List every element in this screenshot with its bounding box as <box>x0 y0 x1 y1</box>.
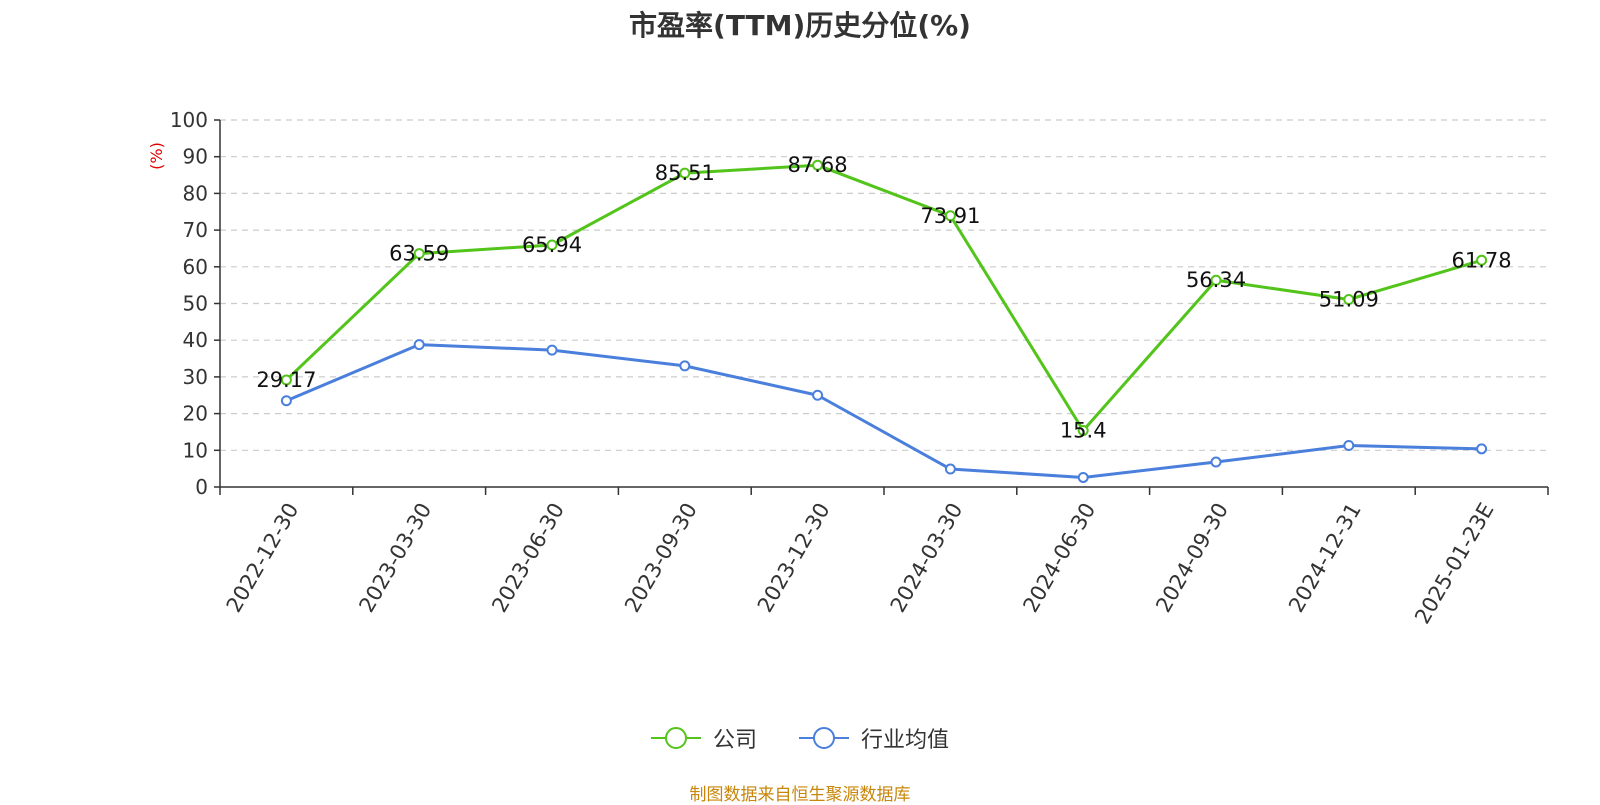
data-point <box>546 344 558 356</box>
legend-item[interactable]: 公司 <box>650 722 757 754</box>
data-point <box>280 395 292 407</box>
y-tick-label: 10 <box>183 438 208 462</box>
data-label: 61.78 <box>1452 248 1512 272</box>
data-label: 73.91 <box>920 204 980 228</box>
data-point <box>944 210 956 222</box>
y-tick-label: 80 <box>183 181 208 205</box>
series-line <box>285 163 1483 432</box>
data-label: 87.68 <box>788 153 848 177</box>
chart-title: 市盈率(TTM)历史分位(%) <box>629 9 971 42</box>
y-tick-label: 20 <box>183 402 208 426</box>
y-tick-label: 50 <box>183 292 208 316</box>
y-tick-label: 0 <box>195 475 208 499</box>
data-point <box>1343 440 1355 452</box>
y-tick-label: 60 <box>183 255 208 279</box>
data-label: 63.59 <box>389 242 449 266</box>
data-point <box>280 374 292 386</box>
x-tick-label: 2024-03-30 <box>886 499 968 617</box>
legend-marker-icon <box>650 727 701 749</box>
data-point <box>679 360 691 372</box>
data-point <box>812 389 824 401</box>
x-tick-label: 2024-12-31 <box>1284 499 1366 617</box>
data-label: 56.34 <box>1186 268 1246 292</box>
data-point <box>1210 274 1222 286</box>
series-lines <box>280 159 1488 483</box>
x-tick-label: 2025-01-23E <box>1410 499 1498 628</box>
data-point <box>1476 443 1488 455</box>
y-tick-label: 100 <box>170 108 208 132</box>
data-label: 15.4 <box>1060 418 1107 442</box>
data-label: 85.51 <box>655 161 715 185</box>
data-point <box>1077 471 1089 483</box>
legend-circle <box>664 727 687 749</box>
data-label: 29.17 <box>256 368 316 392</box>
data-label: 65.94 <box>522 233 582 257</box>
legend-marker-icon <box>799 727 849 749</box>
legend: 公司 行业均值 <box>0 722 1600 754</box>
x-tick-label: 2023-09-30 <box>620 499 702 617</box>
series-line <box>285 343 1482 479</box>
y-tick-label: 90 <box>183 145 208 169</box>
data-label: 51.09 <box>1319 287 1379 311</box>
data-labels: 29.17 63.59 65.94 85.51 87.68 73.91 15.4 56.34 5… <box>256 153 1511 442</box>
x-tick-label: 2024-09-30 <box>1151 499 1233 617</box>
y-tick-label: 40 <box>183 328 208 352</box>
axes: 0 10 20 30 40 50 60 70 80 90 100(%) 2022-12-30 2023-… <box>147 108 1549 628</box>
data-point <box>944 463 956 475</box>
data-point <box>679 167 691 179</box>
legend-label: 行业均值 <box>861 728 950 753</box>
data-point <box>1343 293 1355 305</box>
data-point <box>1476 254 1488 266</box>
data-point <box>546 239 558 251</box>
legend-circle <box>813 727 835 749</box>
x-tick-label: 2023-06-30 <box>487 499 569 617</box>
data-point <box>413 248 425 260</box>
legend-label: 公司 <box>712 728 757 753</box>
x-tick-label: 2023-03-30 <box>354 499 436 617</box>
x-tick-label: 2022-12-30 <box>222 499 304 617</box>
x-tick-label: 2023-12-30 <box>753 499 835 617</box>
data-point <box>413 339 425 351</box>
source-note: 制图数据来自恒生聚源数据库 <box>689 785 911 805</box>
data-point <box>1077 424 1089 436</box>
x-tick-label: 2024-06-30 <box>1018 499 1100 617</box>
y-tick-label: 30 <box>183 365 208 389</box>
legend-item[interactable]: 行业均值 <box>799 722 949 754</box>
grid-lines <box>220 119 1548 451</box>
y-axis-label: (%) <box>147 142 166 170</box>
data-point <box>812 159 824 171</box>
data-point <box>1210 456 1222 468</box>
y-tick-label: 70 <box>183 218 208 242</box>
